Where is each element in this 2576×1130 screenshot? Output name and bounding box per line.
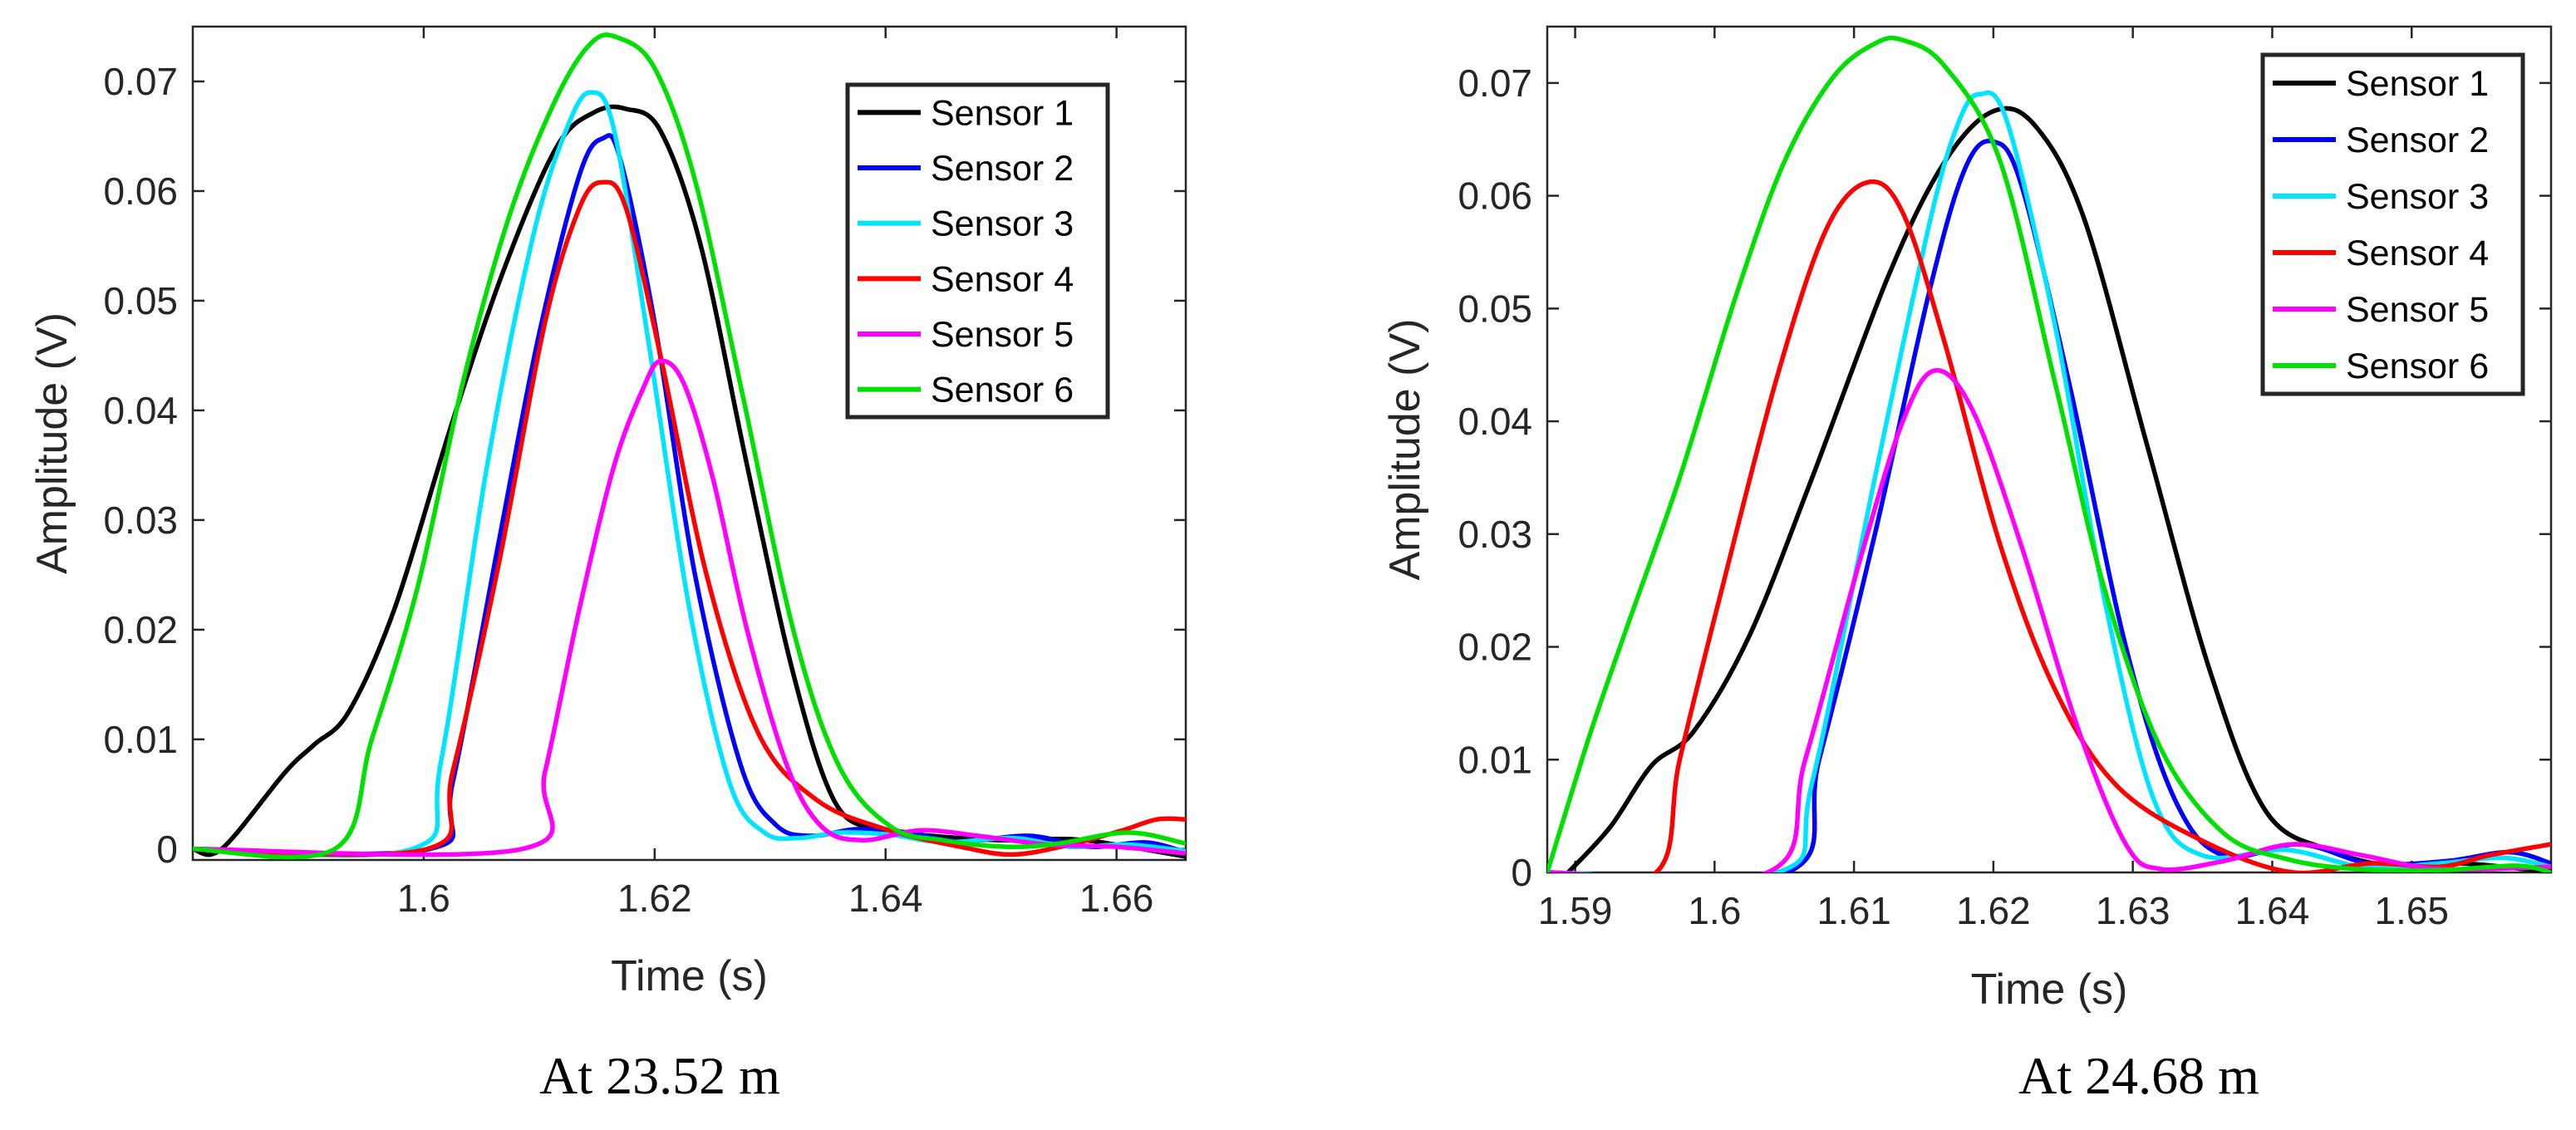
x-tick-label: 1.66 — [1079, 877, 1154, 920]
legend-label: Sensor 2 — [2346, 120, 2489, 160]
x-tick-label: 1.6 — [1688, 889, 1741, 932]
y-tick-label: 0 — [1511, 851, 1532, 894]
series-line-sensor-6 — [1547, 35, 2551, 872]
legend-label: Sensor 4 — [931, 259, 1074, 299]
x-tick-label: 1.63 — [2096, 889, 2170, 932]
legend-label: Sensor 6 — [2346, 346, 2489, 386]
y-tick-label: 0.05 — [1458, 287, 1532, 330]
series-line-sensor-5 — [1547, 368, 2551, 872]
y-tick-label: 0.04 — [103, 389, 178, 432]
legend-label: Sensor 2 — [931, 149, 1074, 189]
series-line-sensor-6 — [193, 32, 1186, 860]
x-tick-label: 1.6 — [397, 877, 450, 920]
x-tick-label: 1.65 — [2374, 889, 2449, 932]
legend-label: Sensor 1 — [2346, 64, 2489, 104]
caption-left: At 23.52 m — [539, 1046, 780, 1105]
legend-label: Sensor 5 — [931, 315, 1074, 355]
chart-1-group: 1.59 1.6 1.61 1.62 1.63 1.64 1.65 0 0.01 0.02 0.03… — [1381, 25, 2553, 1014]
legend-label: Sensor 6 — [931, 371, 1074, 410]
y-tick-label: 0.01 — [1458, 738, 1532, 781]
chart-0-group: 1.6 1.62 1.64 1.66 0 0.01 0.02 0.03 0.04 0.05 0.06… — [28, 25, 1187, 1000]
x-tick-label: 1.64 — [2235, 889, 2310, 932]
legend-box — [2260, 52, 2525, 396]
y-axis-label: Amplitude (V) — [28, 312, 76, 574]
x-tick-label: 1.64 — [848, 877, 923, 920]
legend-box — [845, 82, 1110, 420]
y-tick-label: 0.01 — [103, 718, 178, 761]
series-line-sensor-3 — [1547, 90, 2551, 872]
legend-label: Sensor 4 — [2346, 233, 2489, 273]
legend-label: Sensor 3 — [931, 204, 1074, 244]
y-tick-label: 0.06 — [103, 170, 178, 213]
series-line-sensor-4 — [193, 179, 1186, 857]
y-axis-label: Amplitude (V) — [1381, 319, 1429, 581]
legend-label: Sensor 5 — [2346, 290, 2489, 330]
y-tick-label: 0.02 — [103, 608, 178, 651]
y-tick-label: 0.06 — [1458, 174, 1532, 218]
legend: Sensor 1 Sensor 2 Sensor 3 Sensor 4 Sensor 5… — [2260, 52, 2525, 396]
y-tick-label: 0.05 — [103, 279, 178, 322]
legend-label: Sensor 1 — [931, 93, 1074, 133]
series-lines — [193, 32, 1186, 860]
x-axis-label: Time (s) — [1971, 965, 2128, 1014]
series-line-sensor-5 — [193, 358, 1186, 857]
y-tick-label: 0.07 — [1458, 61, 1532, 105]
legend-label: Sensor 3 — [2346, 177, 2489, 217]
y-tick-label: 0 — [156, 828, 178, 871]
y-tick-label: 0.03 — [1458, 513, 1532, 556]
caption-right: At 24.68 m — [2018, 1046, 2259, 1105]
series-lines — [1547, 35, 2551, 872]
series-line-sensor-4 — [1547, 179, 2551, 872]
legend: Sensor 1 Sensor 2 Sensor 3 Sensor 4 Sensor 5… — [845, 82, 1110, 420]
x-tick-label: 1.62 — [1956, 889, 2031, 932]
x-tick-label: 1.59 — [1538, 889, 1613, 932]
y-tick-label: 0.02 — [1458, 626, 1532, 669]
y-tick-label: 0.04 — [1458, 400, 1532, 443]
y-tick-label: 0.03 — [103, 499, 178, 542]
x-tick-label: 1.61 — [1816, 889, 1891, 932]
y-tick-label: 0.07 — [103, 60, 178, 103]
x-axis-label: Time (s) — [611, 952, 768, 1000]
x-tick-label: 1.62 — [617, 877, 692, 920]
